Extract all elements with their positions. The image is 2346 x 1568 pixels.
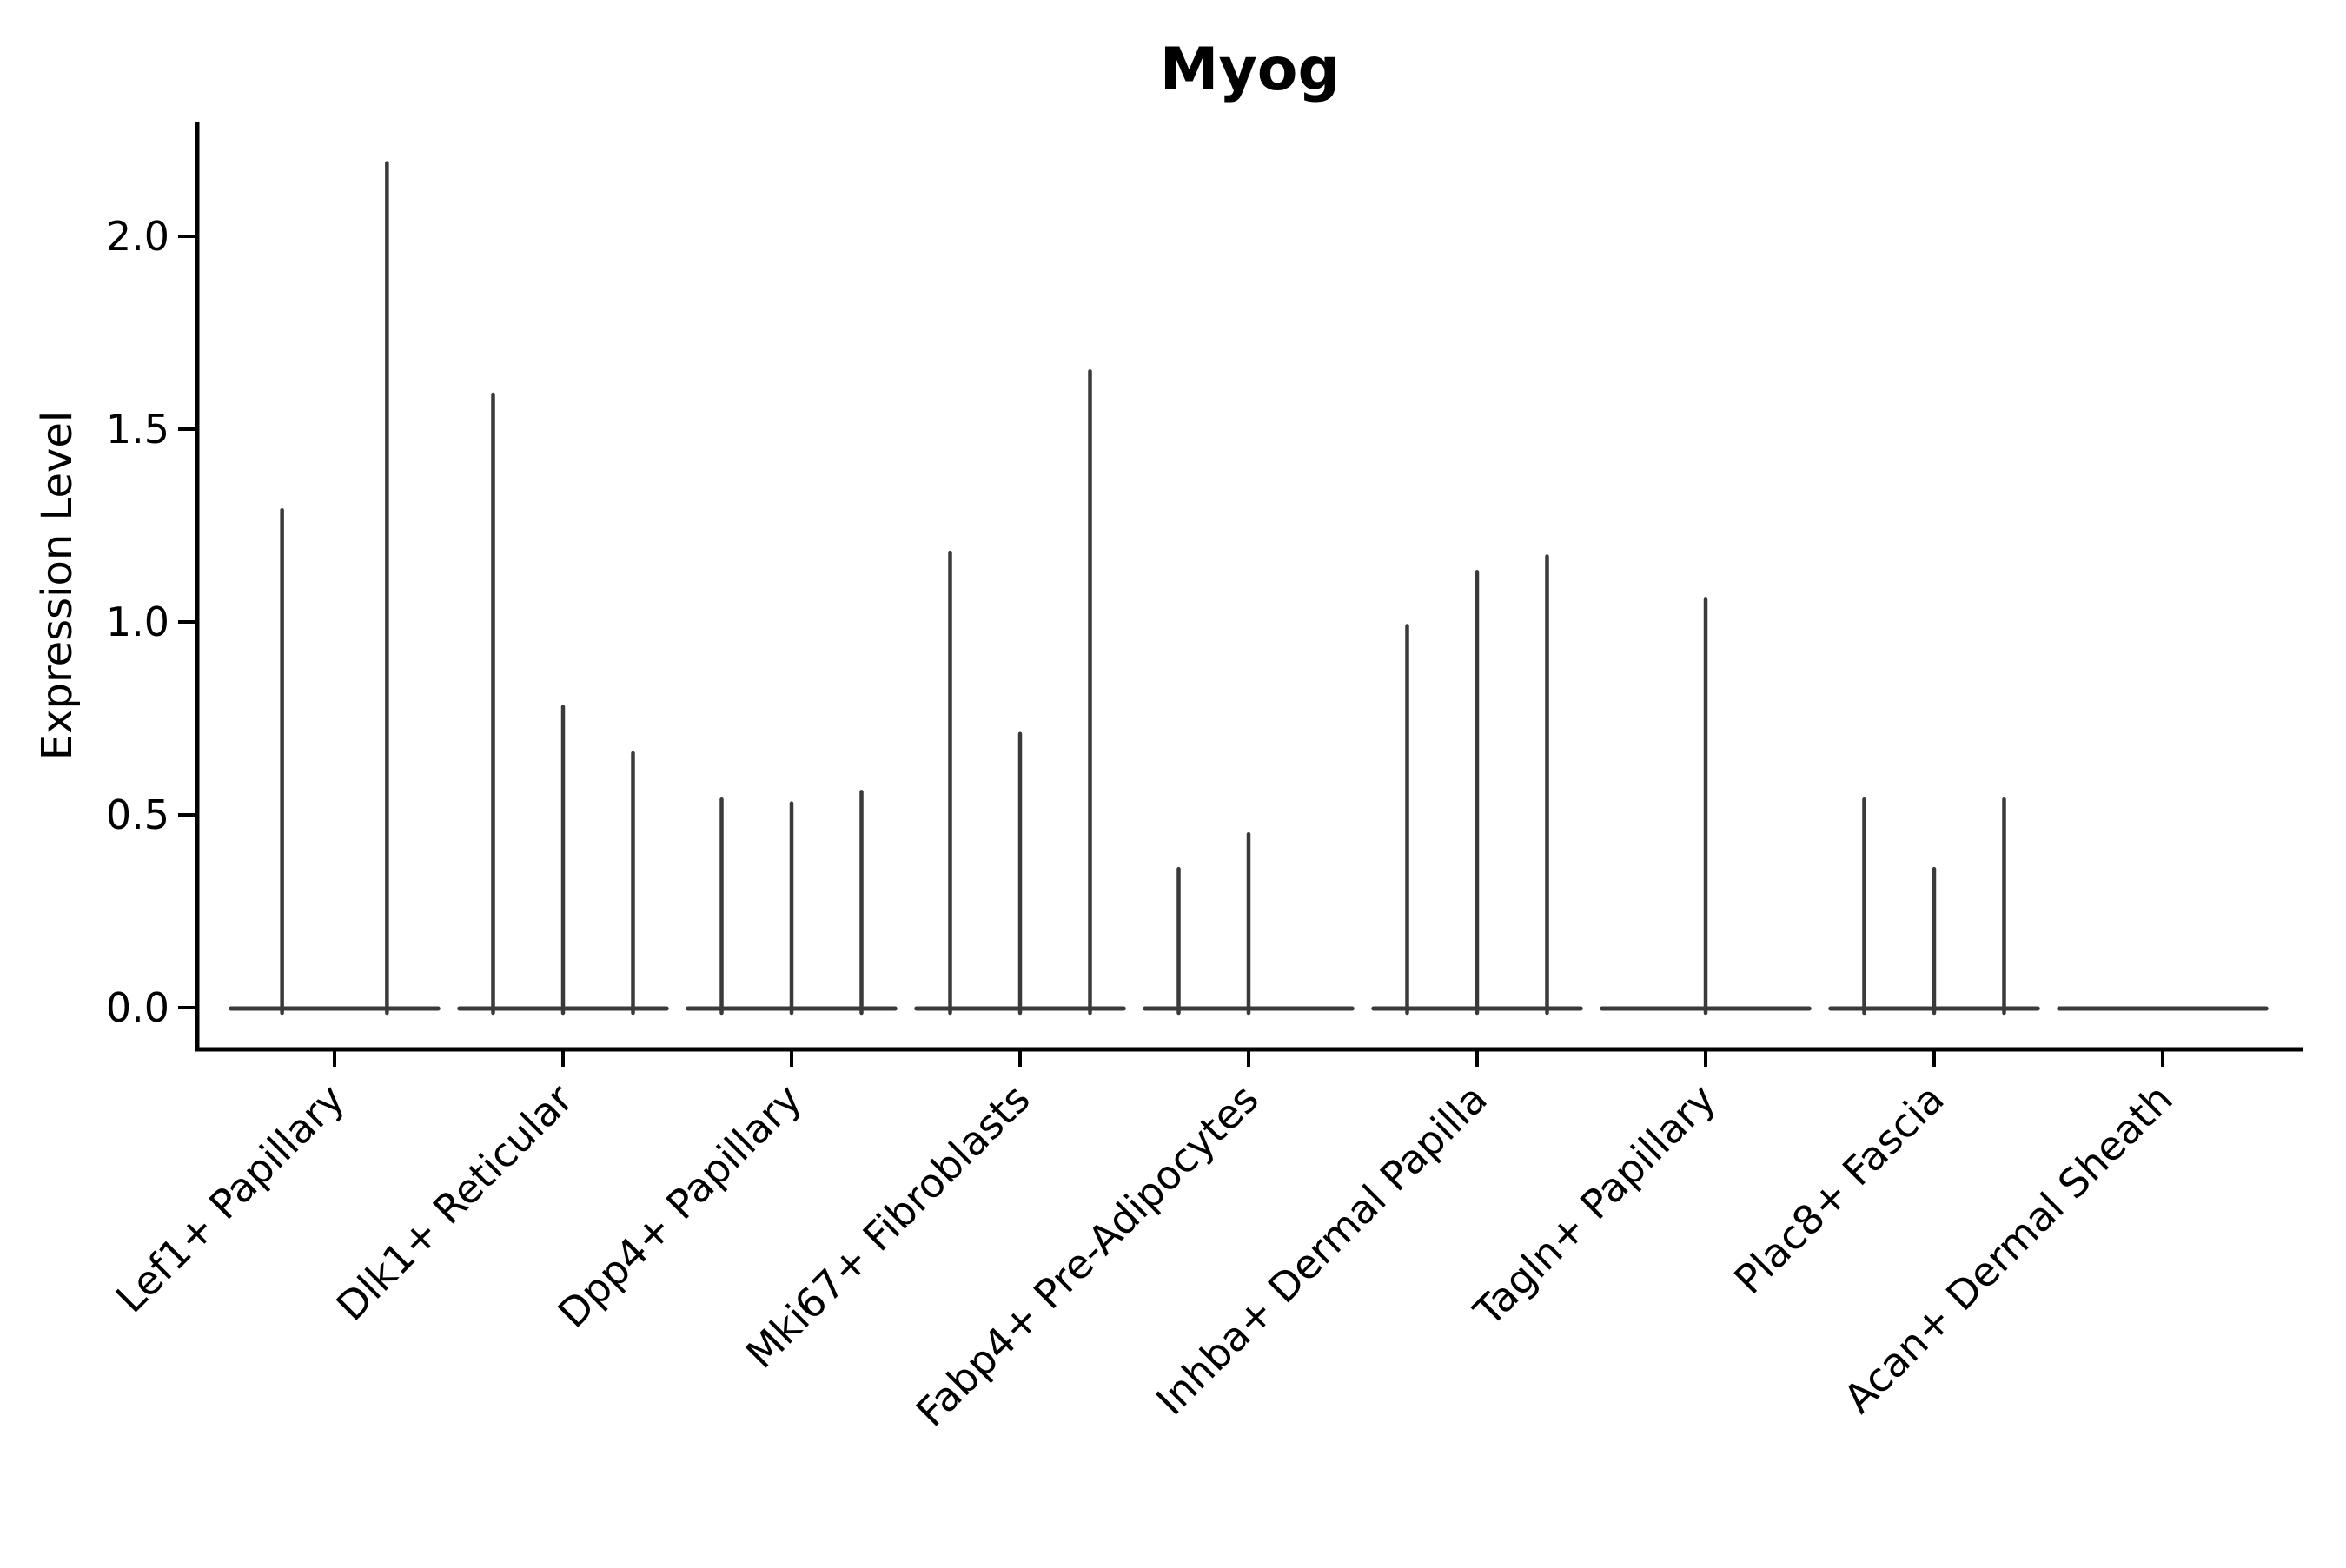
violins-layer — [229, 161, 2269, 1016]
y-axis-layer: 0.0 0.5 1.0 1.5 2.0 — [106, 213, 197, 1031]
y-tick-label: 1.5 — [106, 406, 169, 453]
y-tick-label: 2.0 — [106, 213, 169, 260]
y-tick-label: 0.0 — [106, 984, 169, 1031]
chart-title: Myog — [1160, 36, 1340, 104]
y-axis-label: Expression Level — [33, 411, 82, 761]
y-tick-label: 0.5 — [106, 791, 169, 838]
y-tick-label: 1.0 — [106, 599, 169, 645]
